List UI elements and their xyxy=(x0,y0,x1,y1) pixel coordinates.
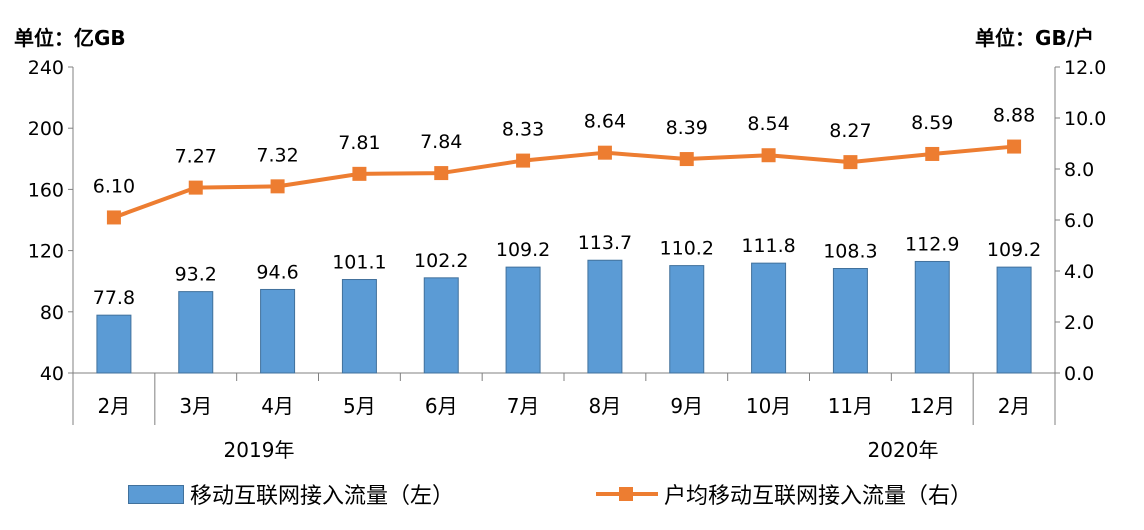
x-category-label: 2月 xyxy=(998,394,1031,418)
line-series xyxy=(113,144,1015,220)
line-value-label: 6.10 xyxy=(93,175,135,197)
line-marker xyxy=(761,148,776,163)
right-y-tick-label: 2.0 xyxy=(1064,312,1094,334)
left-y-tick-label: 200 xyxy=(28,118,64,140)
line-value-label: 8.33 xyxy=(502,119,544,141)
line-marker xyxy=(925,146,940,161)
right-y-tick-label: 4.0 xyxy=(1064,261,1094,283)
x-category-label: 8月 xyxy=(589,394,622,418)
bar xyxy=(996,266,1032,374)
bar-value-label: 112.9 xyxy=(905,233,959,255)
left-y-tick-label: 240 xyxy=(28,57,64,79)
line-marker xyxy=(1007,139,1022,154)
bar-value-label: 109.2 xyxy=(987,239,1041,261)
line-marker xyxy=(352,166,367,181)
line-value-label: 7.32 xyxy=(256,144,298,166)
right-axis-unit: 单位：GB/户 xyxy=(975,26,1094,50)
line-marker xyxy=(106,210,121,225)
bar-value-label: 108.3 xyxy=(823,241,877,263)
line-marker xyxy=(843,155,858,170)
line-value-label: 8.64 xyxy=(584,111,626,133)
line-marker xyxy=(270,179,285,194)
legend-item-line: 户均移动互联网接入流量（右） xyxy=(596,478,972,510)
x-category-label: 4月 xyxy=(261,394,294,418)
year-label-2019: 2019年 xyxy=(224,438,295,462)
bar-value-label: 113.7 xyxy=(578,232,632,254)
line-value-label: 8.88 xyxy=(993,105,1035,127)
legend-line-label: 户均移动互联网接入流量（右） xyxy=(664,484,973,509)
year-label-2020: 2020年 xyxy=(868,438,939,462)
line-value-label: 7.81 xyxy=(338,132,380,154)
bar xyxy=(260,288,296,374)
bar xyxy=(505,266,541,374)
x-category-label: 3月 xyxy=(179,394,212,418)
bar xyxy=(587,259,623,374)
right-y-tick-label: 10.0 xyxy=(1064,108,1106,130)
left-y-tick-label: 120 xyxy=(28,241,64,263)
bar-value-label: 111.8 xyxy=(741,235,795,257)
bar xyxy=(751,262,787,374)
line-marker xyxy=(597,145,612,160)
bar-value-label: 94.6 xyxy=(256,261,298,283)
line-marker xyxy=(516,153,531,168)
bar xyxy=(423,277,459,374)
x-category-label: 9月 xyxy=(670,394,703,418)
left-y-tick-label: 160 xyxy=(28,179,64,201)
line-value-label: 7.84 xyxy=(420,131,462,153)
x-category-label: 12月 xyxy=(910,394,955,418)
x-category-label: 11月 xyxy=(828,394,873,418)
x-category-label: 2月 xyxy=(98,394,131,418)
bar-value-label: 93.2 xyxy=(175,264,217,286)
legend-line-swatch xyxy=(596,485,658,503)
line-marker xyxy=(679,152,694,167)
legend-item-bar: 移动互联网接入流量（左） xyxy=(128,478,454,510)
right-y-tick-label: 0.0 xyxy=(1064,363,1094,385)
x-category-label: 6月 xyxy=(425,394,458,418)
legend-bar-swatch xyxy=(128,484,184,504)
bar xyxy=(669,265,705,374)
left-axis-unit: 单位：亿GB xyxy=(14,26,126,50)
bar-value-label: 110.2 xyxy=(660,238,714,260)
line-value-label: 8.27 xyxy=(829,120,871,142)
line-value-label: 8.59 xyxy=(911,112,953,134)
line-value-label: 7.27 xyxy=(175,146,217,168)
legend-bar-label: 移动互联网接入流量（左） xyxy=(190,484,455,509)
bar xyxy=(341,279,377,374)
x-category-label: 5月 xyxy=(343,394,376,418)
left-y-tick-label: 80 xyxy=(40,302,64,324)
bar xyxy=(96,314,132,374)
bar xyxy=(914,260,950,374)
right-y-tick-label: 12.0 xyxy=(1064,57,1106,79)
x-category-label: 10月 xyxy=(746,394,791,418)
bar-value-label: 77.8 xyxy=(93,287,135,309)
x-category-label: 7月 xyxy=(507,394,540,418)
bar-value-label: 109.2 xyxy=(496,239,550,261)
line-marker xyxy=(188,180,203,195)
line-value-label: 8.54 xyxy=(747,113,789,135)
line-value-label: 8.39 xyxy=(666,117,708,139)
right-y-tick-label: 6.0 xyxy=(1064,210,1094,232)
bar xyxy=(178,291,214,374)
line-marker xyxy=(434,166,449,181)
left-y-tick-label: 40 xyxy=(40,363,64,385)
right-y-tick-label: 8.0 xyxy=(1064,159,1094,181)
bar xyxy=(832,268,868,374)
bar-value-label: 102.2 xyxy=(414,250,468,272)
bar-value-label: 101.1 xyxy=(332,252,386,274)
